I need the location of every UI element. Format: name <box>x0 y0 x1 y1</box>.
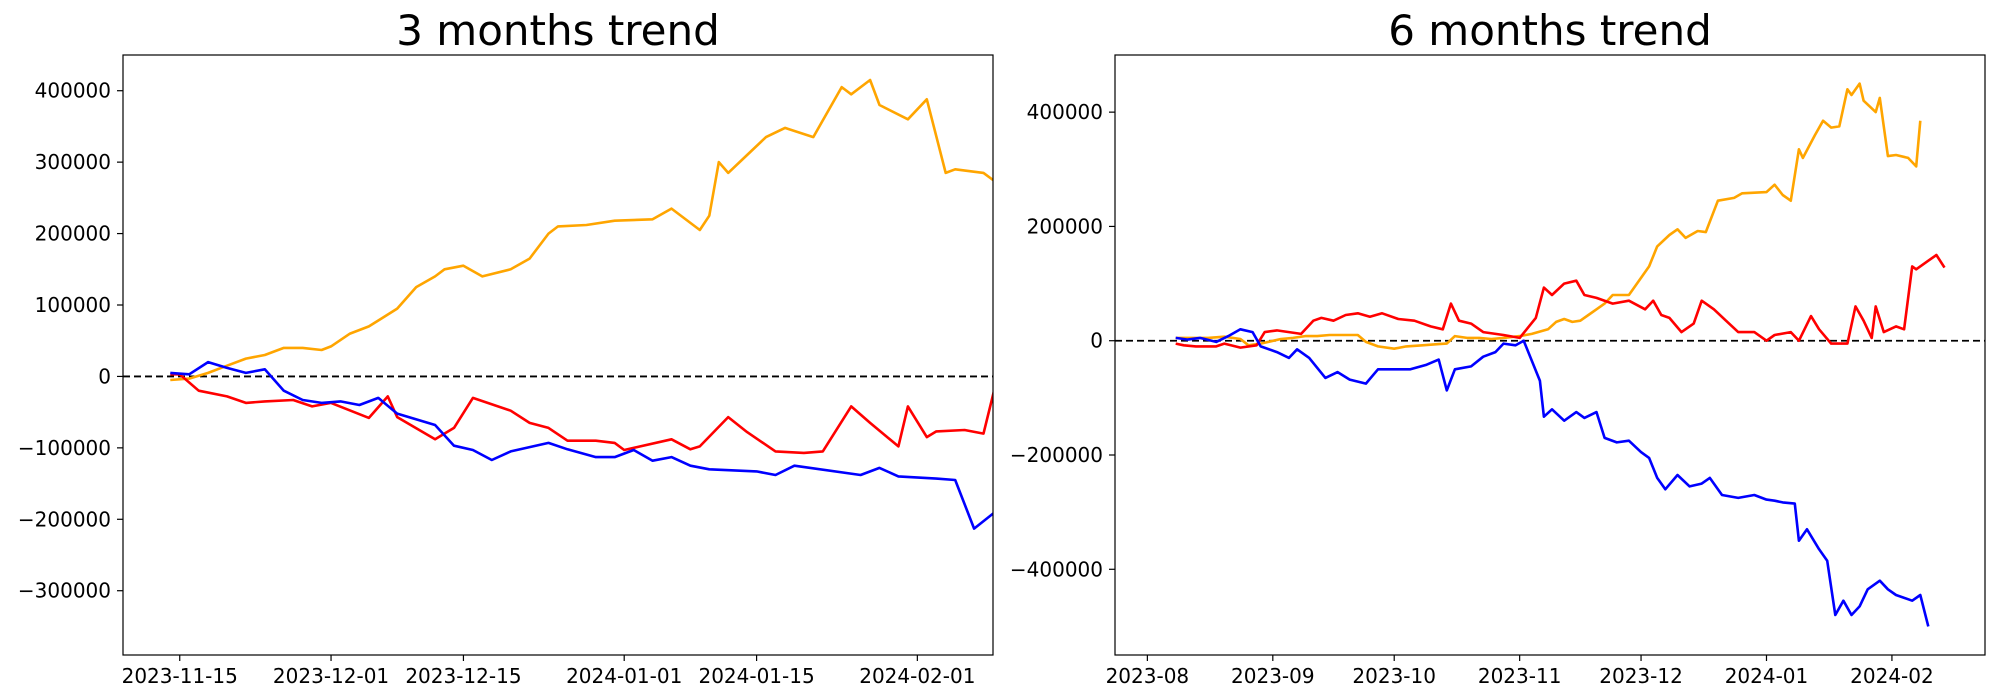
y-tick-label: 0 <box>1090 329 1103 353</box>
y-tick-label: −200000 <box>18 507 111 531</box>
plot-area: 2023-11-15 2023-12-01 2023-12-15 2024-01-01… <box>18 54 994 688</box>
x-tick-label: 2023-12 <box>1599 664 1683 688</box>
chart-panel-3-months: 3 months trend 2023-11-15 2023-12-01 2023-… <box>18 6 994 688</box>
y-tick-label: 400000 <box>1027 100 1103 124</box>
series-line-1 <box>170 78 993 382</box>
x-tick-label: 2023-10 <box>1352 664 1436 688</box>
series-line-2 <box>170 373 993 455</box>
axes-frame <box>122 54 994 656</box>
chart-panel-6-months: 6 months trend 2023-08 2023-09 2023-10 2023… <box>1010 6 1986 688</box>
y-tick-label: −100000 <box>18 436 111 460</box>
y-tick-label: 200000 <box>35 222 111 246</box>
y-tick-label: 0 <box>98 364 111 388</box>
plot-area: 2023-08 2023-09 2023-10 2023-11 2023-12 2024-… <box>1010 54 1986 688</box>
x-tick-label: 2024-02-01 <box>859 664 975 688</box>
x-tick-label: 2023-08 <box>1106 664 1190 688</box>
x-tick-label: 2023-11-15 <box>122 664 238 688</box>
y-tick-label: −400000 <box>1010 557 1103 581</box>
chart-title: 3 months trend <box>396 6 720 55</box>
axes-frame <box>1114 54 1986 656</box>
y-tick-label: −300000 <box>18 579 111 603</box>
series-line-3 <box>170 360 993 530</box>
x-tick-label: 2024-01-15 <box>698 664 814 688</box>
x-tick-label: 2023-12-15 <box>405 664 521 688</box>
x-tick-label: 2024-02 <box>1850 664 1934 688</box>
y-tick-label: 200000 <box>1027 214 1103 238</box>
x-tick-label: 2024-01 <box>1725 664 1809 688</box>
chart-title: 6 months trend <box>1388 6 1712 55</box>
series-line-3 <box>1175 328 1930 627</box>
y-tick-label: −200000 <box>1010 443 1103 467</box>
x-tick-label: 2024-01-01 <box>566 664 682 688</box>
y-tick-label: 300000 <box>35 150 111 174</box>
x-tick-label: 2023-12-01 <box>273 664 389 688</box>
y-tick-label: 100000 <box>35 293 111 317</box>
series-line-2 <box>1175 253 1946 349</box>
x-tick-label: 2023-11 <box>1478 664 1562 688</box>
series-line-1 <box>1175 82 1922 350</box>
x-tick-label: 2023-09 <box>1231 664 1315 688</box>
y-tick-label: 400000 <box>35 79 111 103</box>
